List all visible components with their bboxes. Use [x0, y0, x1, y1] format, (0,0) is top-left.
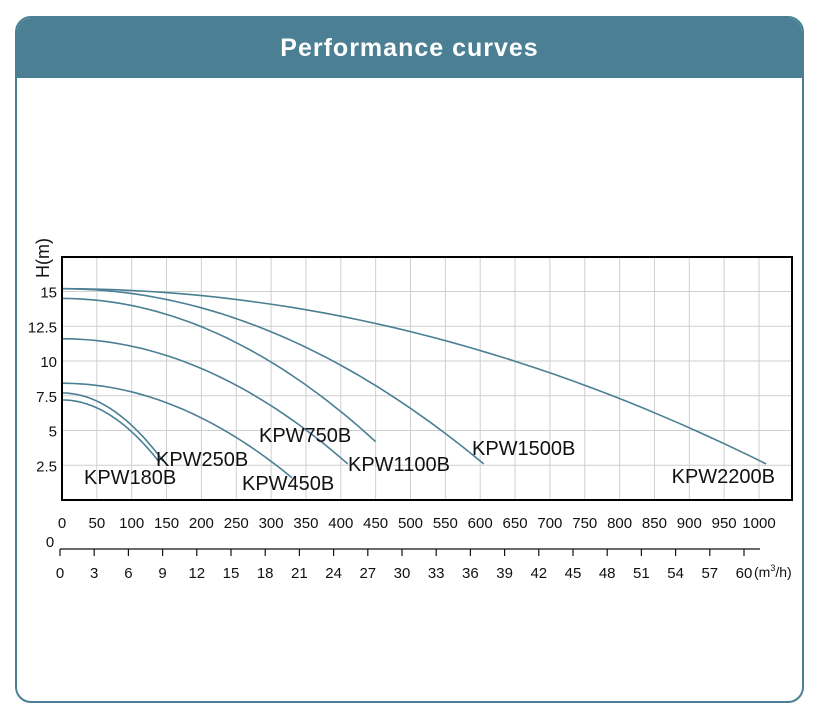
- series-line-kpw2200b: [61, 287, 767, 465]
- x-tick-label-m3h: 24: [325, 565, 342, 582]
- y-tick-label: 10: [40, 354, 57, 371]
- chart-card: Performance curves: [15, 16, 804, 703]
- x-tick-label-lpm: 200: [189, 515, 214, 532]
- x-tick-label-m3h: 0: [56, 565, 64, 582]
- x-tick-label-lpm: 50: [89, 515, 106, 532]
- x-tick-label-lpm: 400: [328, 515, 353, 532]
- series-label-kpw450b: KPW450B: [242, 473, 334, 495]
- y-axis-title: H(m): [33, 238, 53, 278]
- series-label-kpw1500b: KPW1500B: [472, 438, 575, 460]
- x-tick-label-m3h: 15: [223, 565, 240, 582]
- x-tick-label-lpm: 850: [642, 515, 667, 532]
- series-label-kpw1100b: KPW1100B: [348, 454, 450, 476]
- x-tick-label-m3h: 54: [667, 565, 684, 582]
- x-tick-label-lpm: 1000: [742, 515, 775, 532]
- unit-base: (m: [754, 564, 770, 580]
- series-line-kpw180b: [61, 399, 161, 464]
- x-axis-unit-label: (m3/h): [754, 563, 792, 580]
- series-line-kpw1100b: [61, 297, 377, 443]
- y-tick-label: 12.5: [28, 319, 57, 336]
- x-tick-label-m3h: 30: [394, 565, 411, 582]
- x-tick-label-lpm: 700: [537, 515, 562, 532]
- series-label-kpw250b: KPW250B: [156, 449, 248, 471]
- x-tick-label-m3h: 48: [599, 565, 616, 582]
- x-axis-m3h: 0 3 6 9 12 15 18 21 24 27 30 33 36 39 42 45 48 51 54 57 600: [46, 534, 760, 582]
- x-tick-label-lpm: 150: [154, 515, 179, 532]
- x-tick-label-m3h: 21: [291, 565, 308, 582]
- x-tick-label-lpm: 450: [363, 515, 388, 532]
- x-tick-label-m3h: 33: [428, 565, 445, 582]
- x-tick-label-m3h: 57: [701, 565, 718, 582]
- x-tick-label-lpm: 550: [433, 515, 458, 532]
- series-label-kpw2200b: KPW2200B: [672, 466, 775, 488]
- x-tick-label-lpm: 300: [259, 515, 284, 532]
- x-tick-label-lpm: 350: [293, 515, 318, 532]
- x-tick-label-m3h: 36: [462, 565, 479, 582]
- x-tick-label-m3h: 51: [633, 565, 650, 582]
- x-tick-label-m3h: 12: [188, 565, 205, 582]
- y-tick-label: 5: [49, 424, 57, 441]
- x-tick-label-lpm: 250: [224, 515, 249, 532]
- x-tick-label-lpm: 600: [468, 515, 493, 532]
- x-tick-label-m3h: 3: [90, 565, 98, 582]
- series-line-kpw450b: [61, 382, 293, 479]
- plot-frame: [61, 256, 793, 501]
- x-tick-label-lpm: 800: [607, 515, 632, 532]
- x-tick-label-m3h: 6: [124, 565, 132, 582]
- x-tick-label-lpm: 500: [398, 515, 423, 532]
- series-label-kpw180b: KPW180B: [84, 467, 176, 489]
- y-tick-label: 2.5: [36, 458, 57, 475]
- x-tick-label-m3h: 45: [565, 565, 582, 582]
- unit-superscript: 3: [770, 563, 775, 573]
- x-tick-label-lpm: 750: [572, 515, 597, 532]
- x-tick-label-m3h: 27: [359, 565, 376, 582]
- axis-zero-label: 0: [46, 534, 54, 551]
- series-label-kpw750b: KPW750B: [259, 425, 351, 447]
- series-line-kpw750b: [62, 338, 349, 465]
- y-tick-label: 15: [40, 285, 57, 302]
- series-line-kpw250b: [62, 392, 164, 462]
- x-axis-lpm-ticks: 0 50 100 150 200 250 300 350 400 450 500 550 600 650 7…: [58, 515, 776, 532]
- x-tick-label-lpm: 100: [119, 515, 144, 532]
- y-axis-ticks: 2.5 5 7.5 10 12.5 15: [28, 285, 57, 476]
- x-tick-label-m3h: 9: [158, 565, 166, 582]
- x-tick-label-m3h: 42: [530, 565, 547, 582]
- x-tick-label-lpm: 650: [503, 515, 528, 532]
- y-tick-label: 7.5: [36, 389, 57, 406]
- series-line-kpw1500b: [61, 287, 485, 465]
- x-tick-label-m3h: 60: [736, 565, 753, 582]
- x-tick-label-m3h: 18: [257, 565, 274, 582]
- x-tick-label-lpm: 0: [58, 515, 66, 532]
- grid-lines: [62, 257, 792, 500]
- page-title: Performance curves: [17, 18, 802, 78]
- x-tick-label-m3h: 39: [496, 565, 513, 582]
- x-tick-label-lpm: 900: [677, 515, 702, 532]
- unit-end: /h): [775, 564, 791, 580]
- x-tick-label-lpm: 950: [712, 515, 737, 532]
- curves: [61, 287, 767, 479]
